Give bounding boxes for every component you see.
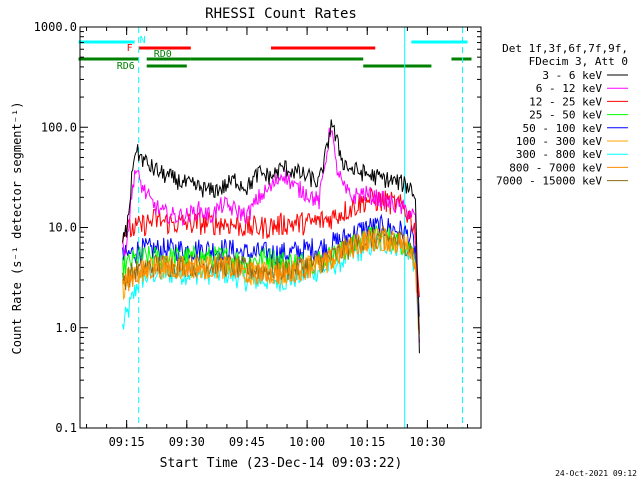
legend-header-line-1: Det 1f,3f,6f,7f,9f, [502,42,628,55]
legend-header-line-2: FDecim 3, Att 0 [529,55,628,68]
y-tick-label: 0.1 [55,421,77,435]
x-tick-label: 10:00 [289,435,325,449]
flag-label-n: N [140,35,146,46]
flag-label-f: F [127,43,133,54]
legend-label: 300 - 800 keV [516,148,602,161]
series-line-4 [122,213,420,317]
x-tick-label: 09:15 [109,435,145,449]
legend-label: 800 - 7000 keV [509,161,602,174]
series-line-0 [122,119,420,354]
legend-label: 100 - 300 keV [516,135,602,148]
y-tick-label: 10.0 [48,221,77,235]
legend-label: 25 - 50 keV [529,109,602,122]
x-tick-label: 10:15 [349,435,385,449]
plot-frame [79,26,482,429]
legend: Det 1f,3f,6f,7f,9f, FDecim 3, Att 0 3 - … [496,42,628,188]
x-tick-label: 09:45 [229,435,265,449]
legend-label: 3 - 6 keV [542,69,602,82]
y-tick-label: 100.0 [41,120,77,134]
legend-label: 50 - 100 keV [523,122,603,135]
timestamp-footer: 24-Oct-2021 09:12 [555,469,637,478]
legend-label: 6 - 12 keV [536,82,603,95]
flag-bars: NF RD0 RD6 [78,35,472,72]
series-line-7 [122,228,420,335]
flag-label-rd6: RD6 [117,61,135,72]
flag-label-rd0: RD0 [154,49,172,60]
y-axis: 0.1 1.0 10.0 100.0 1000.0 [34,20,481,435]
x-axis: 09:15 09:30 09:45 10:00 10:15 10:30 [86,27,468,449]
series-line-1 [122,127,420,343]
chart-title: RHESSI Count Rates [205,6,357,22]
series-lines [122,119,420,354]
y-axis-label: Count Rate (s⁻¹ detector segment⁻¹) [10,102,24,355]
x-tick-label: 10:30 [409,435,445,449]
legend-label: 7000 - 15000 keV [496,175,602,188]
legend-label: 12 - 25 keV [529,95,602,108]
x-tick-label: 09:30 [169,435,205,449]
y-tick-label: 1000.0 [34,20,77,34]
x-axis-label: Start Time (23-Dec-14 09:03:22) [160,456,403,471]
series-line-2 [122,188,420,298]
y-tick-label: 1.0 [55,321,77,335]
